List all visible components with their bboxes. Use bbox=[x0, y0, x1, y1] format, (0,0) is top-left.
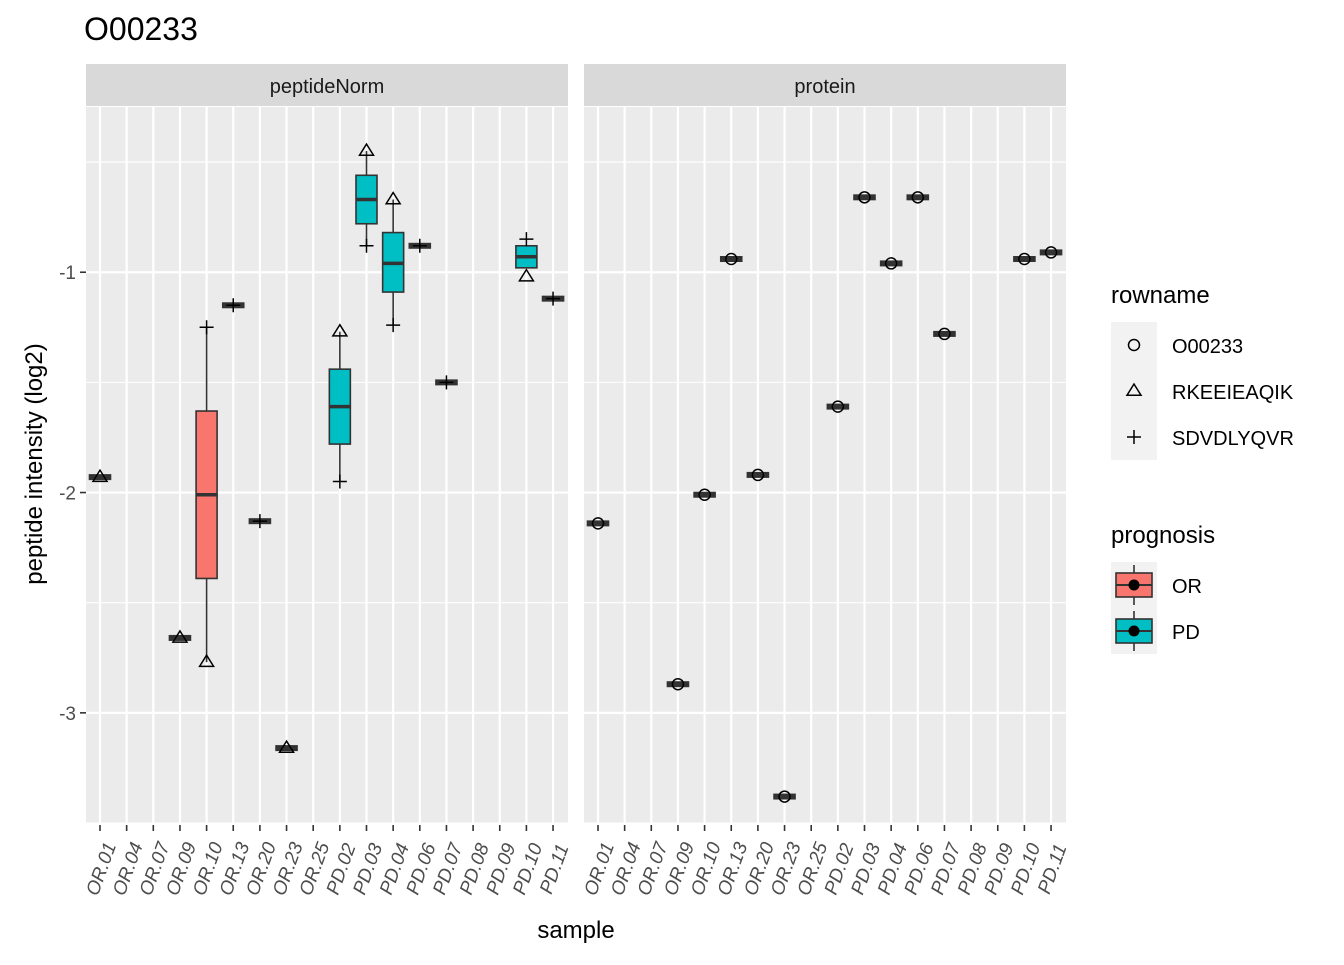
data-point bbox=[858, 191, 871, 204]
panel-peptideNorm: peptideNorm-1-2-3OR.01OR.04OR.07OR.09OR.… bbox=[59, 64, 574, 899]
box-OR.13 bbox=[719, 256, 743, 263]
y-axis-label: peptide intensity (log2) bbox=[21, 343, 48, 584]
box-PD.11 bbox=[1039, 249, 1063, 256]
box-OR.23 bbox=[275, 745, 298, 752]
data-point bbox=[1044, 246, 1058, 259]
y-tick-label: -2 bbox=[59, 484, 76, 505]
data-point bbox=[226, 298, 241, 313]
data-point bbox=[91, 468, 109, 483]
data-point bbox=[751, 468, 765, 482]
panel-background bbox=[86, 107, 568, 823]
box-OR.23 bbox=[773, 793, 796, 800]
legend-title-prognosis: prognosis bbox=[1111, 522, 1215, 549]
data-point bbox=[386, 318, 401, 333]
data-point bbox=[199, 320, 214, 335]
legend-key-dot bbox=[1128, 579, 1140, 591]
data-point bbox=[911, 191, 925, 204]
data-point bbox=[198, 653, 215, 668]
data-point bbox=[698, 488, 711, 501]
legend-key-circle bbox=[1127, 338, 1141, 352]
legend-key-bg bbox=[1111, 368, 1157, 414]
box-OR.20 bbox=[746, 471, 770, 478]
box-PD.10 bbox=[1013, 256, 1036, 263]
data-point bbox=[938, 327, 951, 341]
box-OR.09 bbox=[666, 681, 690, 688]
box-PD.04 bbox=[879, 260, 903, 267]
panel-strip bbox=[584, 64, 1066, 106]
data-point bbox=[725, 252, 738, 266]
panel-strip-label: peptideNorm bbox=[270, 76, 385, 98]
box-PD.03 bbox=[853, 194, 876, 201]
data-point bbox=[278, 739, 295, 754]
panel-background bbox=[584, 107, 1066, 823]
legend-label: PD bbox=[1172, 622, 1200, 644]
chart-title: O00233 bbox=[84, 11, 198, 47]
data-point bbox=[671, 677, 685, 691]
data-point bbox=[519, 232, 534, 247]
data-point bbox=[546, 291, 561, 306]
data-point bbox=[412, 238, 427, 253]
data-point bbox=[384, 191, 402, 205]
data-point bbox=[591, 517, 605, 530]
data-point bbox=[518, 268, 535, 282]
data-point bbox=[439, 375, 454, 390]
legend-label: O00233 bbox=[1172, 336, 1243, 358]
panel-strip-label: protein bbox=[794, 76, 855, 98]
data-point bbox=[884, 257, 898, 270]
legend-key-plus bbox=[1127, 430, 1141, 444]
legend-key-dot bbox=[1128, 625, 1140, 637]
legend: rowname O00233 RKEEIEAQIK SDVDLYQVR prognosi… bbox=[1111, 282, 1294, 654]
box-PD.10 bbox=[515, 244, 538, 269]
box-PD.02 bbox=[328, 331, 352, 482]
box-PD.03 bbox=[355, 151, 378, 246]
legend-title-rowname: rowname bbox=[1111, 282, 1210, 309]
data-point bbox=[1018, 252, 1031, 266]
data-point bbox=[831, 400, 845, 413]
legend-label: OR bbox=[1172, 576, 1202, 598]
box-OR.10 bbox=[195, 327, 218, 663]
box-OR.01 bbox=[586, 520, 610, 527]
x-axis-label: sample bbox=[537, 917, 614, 944]
legend-key-bg bbox=[1111, 322, 1157, 368]
box-PD.07 bbox=[933, 330, 956, 337]
data-point bbox=[359, 238, 374, 253]
data-point bbox=[252, 514, 267, 529]
box-PD.06 bbox=[906, 194, 930, 201]
legend-key-triangle bbox=[1125, 382, 1143, 396]
box-OR.10 bbox=[693, 491, 716, 498]
box-PD.02 bbox=[826, 403, 850, 410]
box-OR.09 bbox=[168, 634, 192, 641]
data-point bbox=[331, 323, 349, 337]
panel-strip bbox=[86, 64, 568, 106]
data-point bbox=[358, 142, 375, 157]
panel-protein: proteinOR.01OR.04OR.07OR.09OR.10OR.13OR.… bbox=[581, 64, 1072, 899]
legend-label: SDVDLYQVR bbox=[1172, 428, 1294, 450]
y-tick-label: -3 bbox=[59, 704, 76, 725]
data-point bbox=[332, 474, 347, 489]
y-tick-label: -1 bbox=[59, 263, 76, 284]
legend-label: RKEEIEAQIK bbox=[1172, 382, 1294, 404]
box-OR.01 bbox=[88, 474, 112, 481]
data-point bbox=[778, 790, 791, 803]
data-point bbox=[171, 629, 189, 643]
